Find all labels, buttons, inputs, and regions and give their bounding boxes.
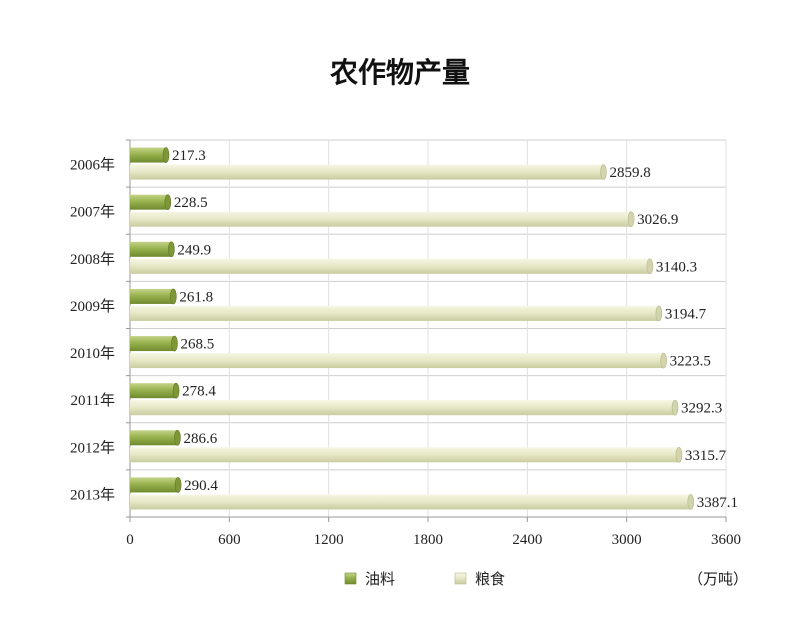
bar-end-cap <box>600 164 607 180</box>
bar-end-cap <box>687 494 695 510</box>
data-label: 3223.5 <box>670 354 711 370</box>
bars <box>130 147 695 510</box>
bar-grain <box>130 258 650 274</box>
category-label: 2008年 <box>70 251 115 268</box>
chart-title: 农作物产量 <box>329 56 470 89</box>
data-label: 3194.7 <box>665 306 707 322</box>
bar-end-cap <box>164 194 172 210</box>
x-tick-label: 3600 <box>711 532 741 548</box>
legend-swatch <box>344 572 357 585</box>
bar-oil <box>130 430 178 446</box>
legend: 油料 粮食 <box>344 571 505 588</box>
data-label: 286.6 <box>183 431 217 447</box>
bar-end-cap <box>655 305 663 322</box>
data-label: 3026.9 <box>637 212 678 228</box>
bar-end-cap <box>174 477 182 493</box>
bar-end-cap <box>170 288 177 305</box>
x-tick-label: 1200 <box>314 532 344 548</box>
x-tick-label: 0 <box>126 532 134 548</box>
bar-end-cap <box>627 211 635 227</box>
unit-label: （万吨） <box>688 571 748 588</box>
data-label: 2859.8 <box>609 165 650 181</box>
bar-end-cap <box>171 335 178 352</box>
x-tick-label: 3000 <box>612 532 642 548</box>
bar-oil <box>130 288 174 304</box>
category-label: 2011年 <box>71 392 115 409</box>
bar-oil <box>130 194 168 210</box>
bar-end-cap <box>671 399 679 416</box>
data-label: 290.4 <box>184 478 218 494</box>
data-label: 217.3 <box>172 148 206 164</box>
bar-grain <box>130 400 676 416</box>
bar-grain <box>130 494 691 510</box>
data-label: 3292.3 <box>681 401 722 417</box>
data-labels: 217.3 228.5 249.9 261.8 268.5 278.4 286.6 290.4… <box>172 148 738 511</box>
category-label: 2012年 <box>70 439 115 456</box>
category-label: 2006年 <box>70 157 115 174</box>
data-label: 249.9 <box>177 242 211 258</box>
x-tick-label: 600 <box>218 532 241 548</box>
bar-grain <box>130 447 679 463</box>
bar-grain <box>130 353 664 369</box>
bar-end-cap <box>168 241 175 258</box>
bar-end-cap <box>174 430 181 446</box>
bar-oil <box>130 241 172 257</box>
category-label: 2007年 <box>70 204 115 221</box>
bar-end-cap <box>675 447 683 463</box>
data-label: 268.5 <box>180 337 214 353</box>
bar-end-cap <box>162 147 170 163</box>
data-label: 3315.7 <box>685 448 727 464</box>
bar-oil <box>130 147 166 163</box>
legend-label: 油料 <box>365 571 395 588</box>
x-tick-label: 1800 <box>413 532 443 548</box>
legend-label: 粮食 <box>475 571 505 588</box>
bar-end-cap <box>660 352 667 369</box>
legend-swatch <box>454 572 467 585</box>
bar-oil <box>130 336 175 352</box>
data-label: 228.5 <box>174 195 208 211</box>
x-tick-label: 2400 <box>512 532 542 548</box>
data-label: 3140.3 <box>656 259 697 275</box>
bar-grain <box>130 305 659 321</box>
bar-grain <box>130 211 632 227</box>
bar-oil <box>130 477 179 493</box>
bar-end-cap <box>646 258 654 275</box>
bar-grain <box>130 164 604 180</box>
data-label: 3387.1 <box>697 495 738 511</box>
category-label: 2009年 <box>70 298 115 315</box>
category-label: 2013年 <box>70 486 115 503</box>
data-label: 261.8 <box>179 289 213 305</box>
bar-oil <box>130 383 177 399</box>
bar-end-cap <box>172 382 180 399</box>
data-label: 278.4 <box>182 384 216 400</box>
axes: 0 600 1200 1800 2400 3000 3600 2006年 2007年 2008年 2… <box>70 139 741 548</box>
category-label: 2010年 <box>70 345 115 362</box>
